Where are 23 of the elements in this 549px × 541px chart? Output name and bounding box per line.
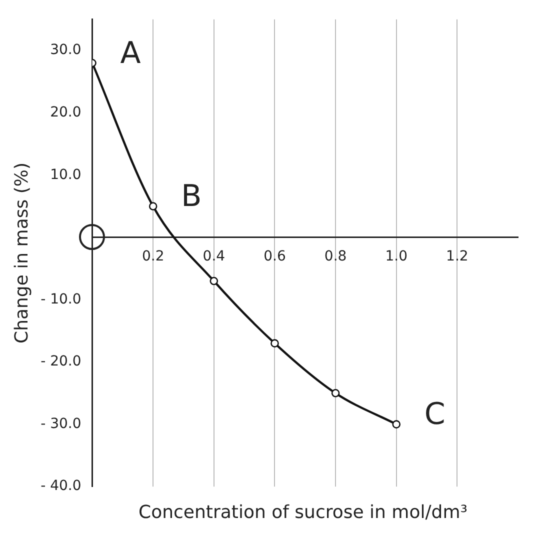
point xyxy=(270,339,279,348)
annotation: A xyxy=(120,36,142,71)
y-tick-label: 10.0 xyxy=(50,166,82,183)
y-tick-label: 20.0 xyxy=(50,104,82,120)
point xyxy=(331,389,340,398)
y-tick-label: 30.0 xyxy=(50,42,82,58)
x-tick-label: 0.4 xyxy=(202,248,226,264)
point xyxy=(148,202,158,210)
x-tick-label: 0.2 xyxy=(142,248,164,264)
x-axis-title: Concentration of sucrose in mol/dm³ xyxy=(138,502,468,523)
x-tick-label: 1.2 xyxy=(446,248,468,264)
x-tick-label: 1.0 xyxy=(385,248,408,264)
annotation: B xyxy=(181,179,202,214)
y-tick-label: - 10.0 xyxy=(40,291,82,308)
y-tick-label: - 20.0 xyxy=(40,354,82,370)
y-tick-label: - 40.0 xyxy=(40,478,82,494)
y-tick-label: - 30.0 xyxy=(40,416,82,432)
y-axis-title: Change in mass (%) xyxy=(11,162,32,344)
point xyxy=(210,276,218,286)
x-tick-label: 0.6 xyxy=(264,248,286,264)
annotation: C xyxy=(424,397,446,432)
point xyxy=(392,420,401,428)
x-tick-label: 0.8 xyxy=(324,248,347,264)
